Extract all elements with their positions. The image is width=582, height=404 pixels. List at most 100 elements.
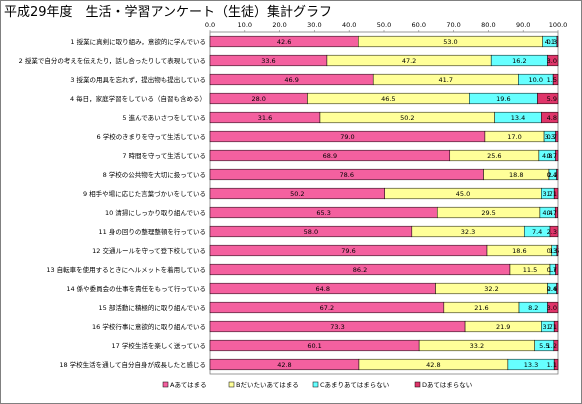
- bar-segment: [556, 282, 559, 295]
- category-label: 5 進んであいさつをしている: [122, 113, 206, 122]
- data-label: 1.5: [549, 247, 559, 255]
- category-label: 17 学校生活を楽しく送っている: [111, 341, 206, 350]
- data-label: 3.0: [547, 304, 557, 312]
- data-label: 29.5: [481, 209, 495, 217]
- data-label: 58.0: [304, 228, 318, 236]
- bar-segment: [556, 168, 559, 181]
- data-label: 1.5: [547, 76, 557, 84]
- data-label: 73.3: [330, 323, 344, 331]
- data-label: 3.0: [547, 57, 557, 65]
- data-label: 0.7: [547, 209, 557, 217]
- bar-segment: [553, 320, 559, 333]
- data-label: 18.6: [512, 247, 526, 255]
- data-label: 2.3: [547, 228, 557, 236]
- data-label: 46.5: [381, 95, 395, 103]
- data-label: 18.8: [509, 171, 523, 179]
- data-label: 50.2: [290, 190, 304, 198]
- bar-segment: [537, 92, 559, 105]
- x-tick-label: 100.0: [549, 21, 568, 29]
- data-label: 4.8: [547, 114, 557, 122]
- data-label: 1.1: [547, 190, 557, 198]
- x-tick-label: 40.0: [342, 21, 356, 29]
- x-tick-label: 90.0: [516, 21, 530, 29]
- category-label: 11 身の回りの整理整頓を行っている: [98, 227, 206, 236]
- data-label: 42.8: [277, 361, 291, 369]
- bar-segment: [555, 149, 559, 162]
- data-label: 45.0: [456, 190, 470, 198]
- data-label: 4.4: [542, 209, 552, 217]
- data-label: 0.7: [547, 133, 557, 141]
- data-label: 0.4: [547, 285, 557, 293]
- category-label: 3 授業の用具を忘れず，提出物も提出している: [70, 75, 206, 84]
- data-label: 67.2: [320, 304, 334, 312]
- data-label: 41.7: [439, 76, 453, 84]
- data-label: 2.2: [548, 171, 558, 179]
- data-label: 46.9: [284, 76, 298, 84]
- x-tick-label: 60.0: [412, 21, 426, 29]
- data-label: 47.2: [402, 57, 416, 65]
- legend-label: Bだいたいあてはまる: [236, 381, 299, 389]
- legend-label: Dあてはまらない: [422, 381, 472, 389]
- data-label: 78.6: [340, 171, 354, 179]
- bar-segment: [556, 35, 559, 48]
- data-label: 13.4: [511, 114, 525, 122]
- data-label: 21.9: [496, 323, 510, 331]
- data-label: 21.6: [474, 304, 488, 312]
- data-label: 7.4: [532, 228, 542, 236]
- data-label: 0.7: [547, 152, 557, 160]
- plot-area: [209, 31, 559, 375]
- data-label: 13.3: [524, 361, 538, 369]
- category-label: 10 清掃にしっかり取り組んでいる: [105, 208, 206, 217]
- data-label: 86.2: [353, 266, 367, 274]
- bar-segment: [556, 244, 559, 257]
- data-label: 28.0: [251, 95, 265, 103]
- x-tick-label: 20.0: [272, 21, 286, 29]
- x-tick-label: 0.0: [205, 21, 215, 29]
- data-label: 1.1: [547, 361, 557, 369]
- bar-segment: [553, 339, 559, 352]
- data-label: 0.3: [547, 38, 557, 46]
- data-label: 17.0: [507, 133, 521, 141]
- bar-segment: [547, 54, 559, 67]
- bar-segment: [541, 111, 559, 124]
- bar-segment: [555, 263, 559, 276]
- data-label: 33.2: [470, 342, 484, 350]
- x-tick-label: 50.0: [377, 21, 391, 29]
- data-label: 0.4: [547, 171, 557, 179]
- category-label: 7 時間を守って生活している: [122, 151, 206, 160]
- category-label: 15 部活動に積極的に取り組んでいる: [98, 303, 206, 312]
- chart-title: 平成29年度 生活・学習アンケート（生徒）集計グラフ: [4, 5, 333, 20]
- data-label: 4.8: [542, 152, 552, 160]
- legend-swatch: [162, 381, 169, 388]
- data-label: 42.6: [277, 38, 291, 46]
- data-label: 33.6: [261, 57, 275, 65]
- legend-swatch: [312, 381, 319, 388]
- data-label: 68.9: [323, 152, 337, 160]
- data-label: 32.3: [461, 228, 475, 236]
- category-label: 4 毎日，家庭学習をしている（自習も含める）: [70, 94, 206, 103]
- legend-label: Cあまりあてはまらない: [320, 381, 389, 389]
- data-label: 5.9: [547, 95, 557, 103]
- bar-segment: [553, 187, 559, 200]
- data-label: 8.2: [528, 304, 538, 312]
- data-label: 79.0: [340, 133, 354, 141]
- data-label: 31.6: [258, 114, 272, 122]
- data-label: 50.2: [400, 114, 414, 122]
- data-label: 3.7: [543, 323, 553, 331]
- bar-segment: [555, 130, 559, 143]
- data-label: 0.3: [547, 247, 557, 255]
- bar-segment: [554, 206, 558, 219]
- bar-segment: [553, 358, 559, 371]
- x-tick-label: 30.0: [307, 21, 321, 29]
- x-tick-label: 80.0: [481, 21, 495, 29]
- category-label: 8 学校の公共物を大切に扱っている: [103, 170, 206, 179]
- data-label: 42.8: [426, 361, 440, 369]
- data-label: 19.6: [496, 95, 510, 103]
- data-label: 25.6: [487, 152, 501, 160]
- category-label: 13 自転車を使用するときにヘルメットを着用している: [46, 265, 206, 274]
- data-label: 3.3: [545, 133, 555, 141]
- legend-swatch: [414, 381, 421, 388]
- data-label: 5.5: [539, 342, 549, 350]
- data-label: 0.7: [547, 266, 557, 274]
